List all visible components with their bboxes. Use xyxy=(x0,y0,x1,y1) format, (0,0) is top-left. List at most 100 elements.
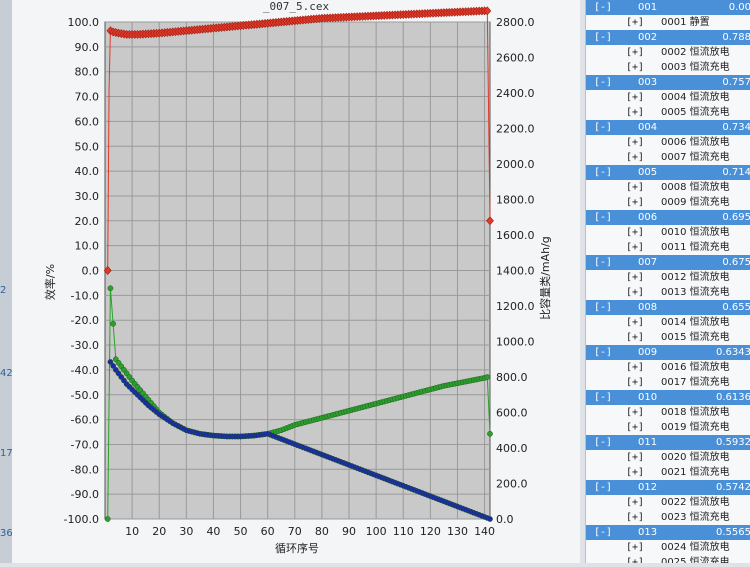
expand-toggle[interactable]: [+] xyxy=(626,242,645,253)
collapse-toggle[interactable]: [-] xyxy=(594,392,613,403)
expand-toggle[interactable]: [+] xyxy=(626,287,645,298)
expand-toggle[interactable]: [+] xyxy=(626,137,645,148)
tree-child-row[interactable]: [+] 0021 恒流充电 xyxy=(586,465,750,480)
tree-group-row[interactable]: [-] 001 0.00 xyxy=(586,0,750,15)
y-left-tick-label: 80.0 xyxy=(75,66,100,79)
tree-child-row[interactable]: [+] 0003 恒流充电 xyxy=(586,60,750,75)
expand-toggle[interactable]: [+] xyxy=(626,152,645,163)
x-tick-label: 50 xyxy=(234,525,248,538)
tree-child-row[interactable]: [+] 0010 恒流放电 xyxy=(586,225,750,240)
expand-toggle[interactable]: [+] xyxy=(626,407,645,418)
expand-toggle[interactable]: [+] xyxy=(626,362,645,373)
tree-child-row[interactable]: [+] 0015 恒流充电 xyxy=(586,330,750,345)
tree-child-row[interactable]: [+] 0006 恒流放电 xyxy=(586,135,750,150)
expand-toggle[interactable]: [+] xyxy=(626,227,645,238)
y-left-tick-label: 70.0 xyxy=(75,91,100,104)
tree-child-row[interactable]: [+] 0023 恒流充电 xyxy=(586,510,750,525)
tree-child-row[interactable]: [+] 0017 恒流充电 xyxy=(586,375,750,390)
expand-toggle[interactable]: [+] xyxy=(626,512,645,523)
y-left-tick-label: 50.0 xyxy=(75,140,100,153)
tree-group-row[interactable]: [-] 002 0.788 xyxy=(586,30,750,45)
tree-child-row[interactable]: [+] 0007 恒流充电 xyxy=(586,150,750,165)
tree-group-row[interactable]: [-] 004 0.734 xyxy=(586,120,750,135)
expand-toggle[interactable]: [+] xyxy=(626,17,645,28)
cycle-chart[interactable]: 10 20 30 40 50 60 70 80 90 100 110 120 130 140 100.0 9… xyxy=(12,0,580,563)
expand-toggle[interactable]: [+] xyxy=(626,182,645,193)
y-left-tick-label: -40.0 xyxy=(71,364,99,377)
tree-child-row[interactable]: [+] 0002 恒流放电 xyxy=(586,45,750,60)
tree-child-row[interactable]: [+] 0016 恒流放电 xyxy=(586,360,750,375)
tree-child-row[interactable]: [+] 0009 恒流充电 xyxy=(586,195,750,210)
tree-child-row[interactable]: [+] 0022 恒流放电 xyxy=(586,495,750,510)
y-right-tick-label: 2600.0 xyxy=(496,52,535,65)
step-name: 0011 恒流充电 xyxy=(661,242,730,253)
tree-group-row[interactable]: [-] 011 0.5932 xyxy=(586,435,750,450)
tree-child-row[interactable]: [+] 0024 恒流放电 xyxy=(586,540,750,555)
expand-toggle[interactable]: [+] xyxy=(626,332,645,343)
collapse-toggle[interactable]: [-] xyxy=(594,212,613,223)
step-name: 0002 恒流放电 xyxy=(661,47,730,58)
group-id: 002 xyxy=(638,32,658,43)
tree-child-row[interactable]: [+] 0001 静置 xyxy=(586,15,750,30)
collapse-toggle[interactable]: [-] xyxy=(594,482,613,493)
collapse-toggle[interactable]: [-] xyxy=(594,2,613,13)
expand-toggle[interactable]: [+] xyxy=(626,92,645,103)
expand-toggle[interactable]: [+] xyxy=(626,497,645,508)
step-name: 0018 恒流放电 xyxy=(661,407,730,418)
collapse-toggle[interactable]: [-] xyxy=(594,257,613,268)
tree-child-row[interactable]: [+] 0025 恒流充电 xyxy=(586,555,750,563)
x-tick-label: 140 xyxy=(474,525,495,538)
tree-group-row[interactable]: [-] 005 0.714 xyxy=(586,165,750,180)
tree-child-row[interactable]: [+] 0005 恒流充电 xyxy=(586,105,750,120)
expand-toggle[interactable]: [+] xyxy=(626,422,645,433)
collapse-toggle[interactable]: [-] xyxy=(594,302,613,313)
tree-child-row[interactable]: [+] 0019 恒流充电 xyxy=(586,420,750,435)
expand-toggle[interactable]: [+] xyxy=(626,62,645,73)
tree-group-row[interactable]: [-] 012 0.5742 xyxy=(586,480,750,495)
y-right-tick-label: 2800.0 xyxy=(496,16,535,29)
tree-group-row[interactable]: [-] 008 0.655 xyxy=(586,300,750,315)
expand-toggle[interactable]: [+] xyxy=(626,377,645,388)
y-left-tick-label: -60.0 xyxy=(71,414,99,427)
group-id: 003 xyxy=(638,77,658,88)
tree-child-row[interactable]: [+] 0008 恒流放电 xyxy=(586,180,750,195)
data-point xyxy=(484,374,491,380)
expand-toggle[interactable]: [+] xyxy=(626,557,645,563)
step-tree-panel[interactable]: [-] 001 0.00 [+] 0001 静置 [-] 002 0.788 [+] 0002 恒… xyxy=(585,0,750,563)
tree-group-row[interactable]: [-] 009 0.6343 xyxy=(586,345,750,360)
collapse-toggle[interactable]: [-] xyxy=(594,347,613,358)
expand-toggle[interactable]: [+] xyxy=(626,272,645,283)
collapse-toggle[interactable]: [-] xyxy=(594,527,613,538)
expand-toggle[interactable]: [+] xyxy=(626,47,645,58)
group-value: 0.6136 xyxy=(716,392,750,403)
tree-group-row[interactable]: [-] 007 0.675 xyxy=(586,255,750,270)
expand-toggle[interactable]: [+] xyxy=(626,467,645,478)
step-name: 0007 恒流充电 xyxy=(661,152,730,163)
data-point xyxy=(104,516,111,522)
data-point xyxy=(486,216,494,226)
expand-toggle[interactable]: [+] xyxy=(626,452,645,463)
tree-child-row[interactable]: [+] 0004 恒流放电 xyxy=(586,90,750,105)
tree-child-row[interactable]: [+] 0011 恒流充电 xyxy=(586,240,750,255)
step-name: 0009 恒流充电 xyxy=(661,197,730,208)
expand-toggle[interactable]: [+] xyxy=(626,197,645,208)
expand-toggle[interactable]: [+] xyxy=(626,542,645,553)
expand-toggle[interactable]: [+] xyxy=(626,107,645,118)
collapse-toggle[interactable]: [-] xyxy=(594,122,613,133)
tree-group-row[interactable]: [-] 006 0.695 xyxy=(586,210,750,225)
tree-group-row[interactable]: [-] 013 0.5565 xyxy=(586,525,750,540)
collapse-toggle[interactable]: [-] xyxy=(594,77,613,88)
tree-child-row[interactable]: [+] 0020 恒流放电 xyxy=(586,450,750,465)
tree-child-row[interactable]: [+] 0013 恒流充电 xyxy=(586,285,750,300)
y-left-tick-label: 40.0 xyxy=(75,165,100,178)
collapse-toggle[interactable]: [-] xyxy=(594,32,613,43)
tree-child-row[interactable]: [+] 0012 恒流放电 xyxy=(586,270,750,285)
side-number: 173 xyxy=(0,448,20,459)
collapse-toggle[interactable]: [-] xyxy=(594,437,613,448)
tree-child-row[interactable]: [+] 0014 恒流放电 xyxy=(586,315,750,330)
tree-group-row[interactable]: [-] 010 0.6136 xyxy=(586,390,750,405)
expand-toggle[interactable]: [+] xyxy=(626,317,645,328)
tree-child-row[interactable]: [+] 0018 恒流放电 xyxy=(586,405,750,420)
tree-group-row[interactable]: [-] 003 0.757 xyxy=(586,75,750,90)
collapse-toggle[interactable]: [-] xyxy=(594,167,613,178)
